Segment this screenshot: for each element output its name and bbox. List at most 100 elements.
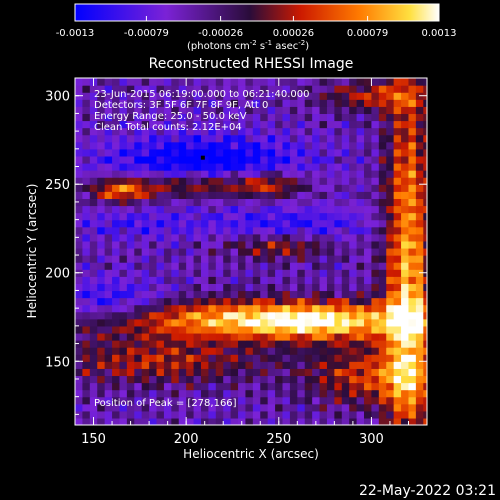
heatmap-cell bbox=[134, 347, 143, 355]
heatmap-cell bbox=[112, 396, 121, 405]
heatmap-cell bbox=[252, 354, 261, 362]
heatmap-cell bbox=[230, 92, 239, 100]
heatmap-cell bbox=[260, 191, 269, 199]
heatmap-cell bbox=[260, 354, 269, 362]
heatmap-cell bbox=[415, 276, 424, 284]
heatmap-cell bbox=[134, 332, 143, 341]
heatmap-cell bbox=[82, 283, 91, 292]
heatmap-cell bbox=[156, 240, 165, 249]
heatmap-cell bbox=[149, 361, 158, 369]
heatmap-cell bbox=[289, 410, 298, 419]
heatmap-cell bbox=[356, 85, 365, 93]
heatmap-cell bbox=[386, 368, 395, 377]
heatmap-cell bbox=[341, 290, 350, 299]
heatmap-cell bbox=[401, 78, 410, 86]
heatmap-cell bbox=[215, 389, 224, 398]
heatmap-cell bbox=[378, 410, 387, 419]
heatmap-cell bbox=[215, 219, 224, 228]
heatmap-cell bbox=[423, 262, 427, 270]
heatmap-cell bbox=[378, 290, 387, 299]
heatmap-cell bbox=[378, 219, 387, 228]
heatmap-cell bbox=[297, 269, 306, 277]
heatmap-cell bbox=[208, 127, 217, 136]
heatmap-cell bbox=[289, 361, 298, 369]
heatmap-cell bbox=[112, 191, 121, 199]
heatmap-cell bbox=[149, 212, 158, 221]
heatmap-cell bbox=[186, 240, 195, 249]
heatmap-cell bbox=[223, 148, 232, 157]
heatmap-cell bbox=[141, 276, 150, 284]
heatmap-cell bbox=[275, 340, 284, 348]
heatmap-cell bbox=[267, 191, 276, 199]
heatmap-cell bbox=[141, 325, 150, 334]
heatmap-cell bbox=[378, 340, 387, 348]
heatmap-cell bbox=[378, 311, 387, 320]
heatmap-cell bbox=[401, 247, 410, 256]
heatmap-cell bbox=[82, 99, 91, 107]
heatmap-cell bbox=[200, 184, 209, 192]
heatmap-cell bbox=[238, 354, 247, 362]
heatmap-cell bbox=[275, 382, 284, 391]
heatmap-cell bbox=[326, 403, 335, 412]
heatmap-cell bbox=[282, 340, 291, 348]
heatmap-cell bbox=[230, 290, 239, 299]
heatmap-cell bbox=[415, 233, 424, 242]
x-tick-label: 250 bbox=[266, 432, 291, 447]
heatmap-cell bbox=[149, 127, 158, 136]
heatmap-cell bbox=[415, 113, 424, 122]
heatmap-cell bbox=[312, 134, 321, 143]
heatmap-cell bbox=[423, 340, 427, 348]
heatmap-cell bbox=[171, 148, 180, 157]
heatmap-cell bbox=[408, 276, 417, 284]
heatmap-cell bbox=[230, 403, 239, 412]
heatmap-cell bbox=[401, 368, 410, 377]
heatmap-cell bbox=[89, 347, 98, 355]
heatmap-cell bbox=[415, 106, 424, 115]
heatmap-cell bbox=[289, 354, 298, 362]
heatmap-cell bbox=[378, 198, 387, 207]
heatmap-cell bbox=[401, 99, 410, 107]
heatmap-cell bbox=[200, 240, 209, 249]
heatmap-cell bbox=[223, 375, 232, 384]
heatmap-cell bbox=[275, 354, 284, 362]
heatmap-cell bbox=[378, 78, 387, 86]
heatmap-cell bbox=[200, 212, 209, 221]
heatmap-cell bbox=[423, 304, 427, 313]
heatmap-cell bbox=[378, 226, 387, 235]
heatmap-cell bbox=[119, 396, 128, 405]
heatmap-cell bbox=[97, 297, 106, 306]
heatmap-cell bbox=[104, 304, 113, 313]
heatmap-cell bbox=[200, 389, 209, 398]
heatmap-cell bbox=[304, 262, 313, 270]
heatmap-cell bbox=[297, 170, 306, 178]
heatmap-cell bbox=[415, 205, 424, 214]
heatmap-cell bbox=[401, 297, 410, 306]
heatmap-cell bbox=[208, 269, 217, 277]
heatmap-cell bbox=[289, 141, 298, 150]
heatmap-cell bbox=[415, 134, 424, 143]
heatmap-cell bbox=[326, 396, 335, 405]
heatmap-cell bbox=[223, 297, 232, 306]
heatmap-cell bbox=[112, 198, 121, 207]
heatmap-cell bbox=[75, 205, 84, 214]
heatmap-cell bbox=[408, 155, 417, 164]
heatmap-cell bbox=[275, 318, 284, 327]
heatmap-cell bbox=[119, 368, 128, 377]
heatmap-cell bbox=[126, 191, 135, 199]
heatmap-cell bbox=[163, 106, 172, 115]
heatmap-cell bbox=[341, 318, 350, 327]
heatmap-cell bbox=[423, 134, 427, 143]
heatmap-cell bbox=[119, 219, 128, 228]
heatmap-cell bbox=[245, 255, 254, 263]
heatmap-cell bbox=[89, 240, 98, 249]
heatmap-cell bbox=[238, 85, 247, 93]
heatmap-cell bbox=[334, 155, 343, 164]
heatmap-cell bbox=[319, 354, 328, 362]
heatmap-cell bbox=[415, 368, 424, 377]
heatmap-cell bbox=[297, 148, 306, 157]
heatmap-cell bbox=[178, 155, 187, 164]
heatmap-cell bbox=[349, 127, 358, 136]
heatmap-cell bbox=[312, 332, 321, 341]
heatmap-cell bbox=[97, 382, 106, 391]
heatmap-cell bbox=[112, 297, 121, 306]
